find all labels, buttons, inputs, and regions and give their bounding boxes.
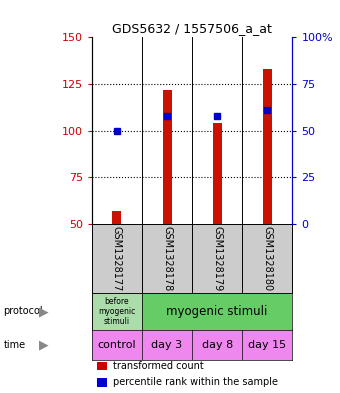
Text: GSM1328180: GSM1328180 [262, 226, 272, 291]
Bar [92, 293, 142, 330]
Text: protocol: protocol [3, 307, 43, 316]
Text: ▶: ▶ [39, 338, 49, 351]
Text: GSM1328178: GSM1328178 [162, 226, 172, 291]
Text: day 15: day 15 [248, 340, 286, 350]
Bar [97, 362, 107, 370]
Bar [97, 378, 107, 387]
Text: percentile rank within the sample: percentile rank within the sample [114, 378, 278, 387]
Text: day 8: day 8 [202, 340, 233, 350]
Text: GSM1328177: GSM1328177 [112, 226, 122, 291]
Title: GDS5632 / 1557506_a_at: GDS5632 / 1557506_a_at [112, 22, 272, 35]
Text: control: control [98, 340, 136, 350]
Text: ▶: ▶ [39, 305, 49, 318]
Text: transformed count: transformed count [114, 361, 204, 371]
Bar [263, 69, 272, 224]
Bar [163, 90, 172, 224]
Text: before
myogenic
stimuli: before myogenic stimuli [98, 297, 136, 326]
Text: time: time [3, 340, 26, 350]
Bar [142, 293, 292, 330]
Text: GSM1328179: GSM1328179 [212, 226, 222, 291]
Text: myogenic stimuli: myogenic stimuli [167, 305, 268, 318]
Bar [212, 123, 222, 224]
Text: day 3: day 3 [151, 340, 183, 350]
Bar [112, 211, 121, 224]
